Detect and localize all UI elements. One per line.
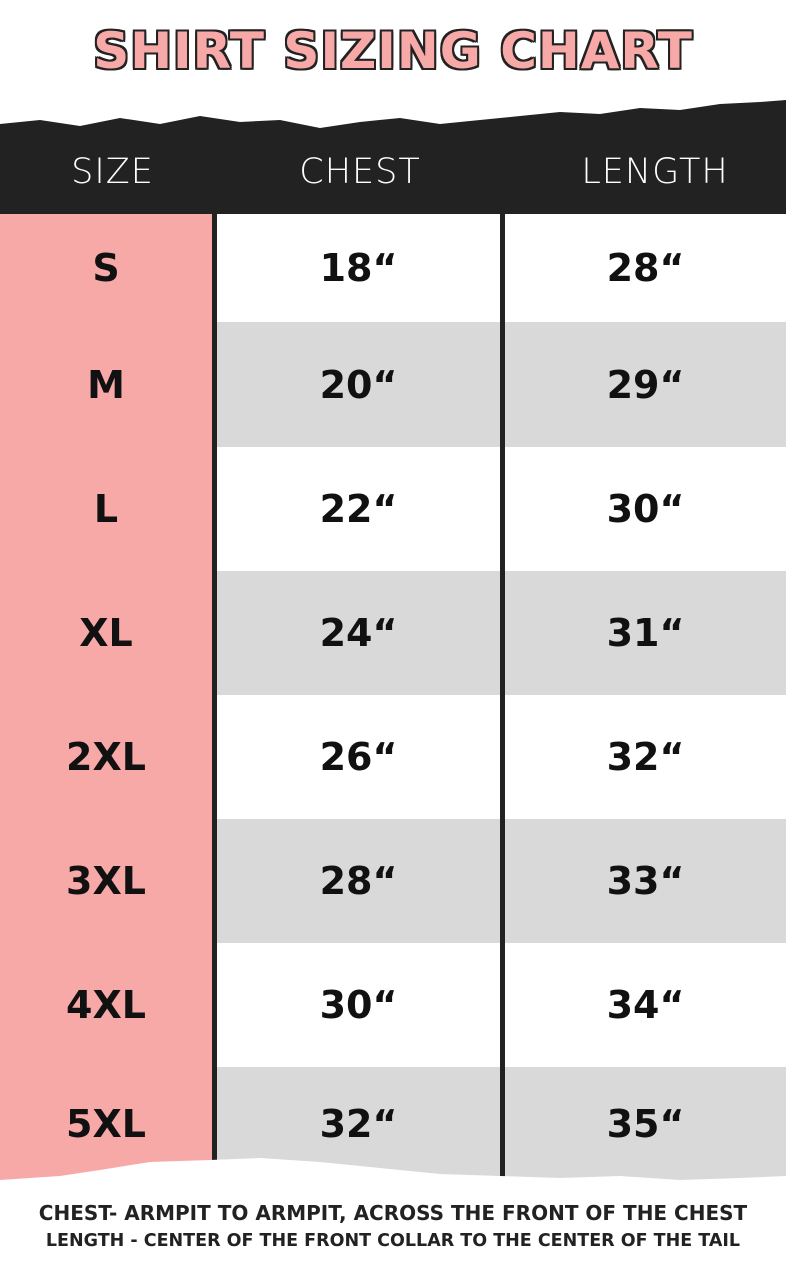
table-row: 3XL 28“ 33“ bbox=[0, 819, 786, 943]
cell-length: 28“ bbox=[606, 246, 685, 290]
note-chest: CHEST- ARMPIT TO ARMPIT, ACROSS THE FRON… bbox=[38, 1201, 748, 1225]
column-divider bbox=[212, 214, 217, 1174]
table-row: 4XL 30“ 34“ bbox=[0, 943, 786, 1067]
table-header-band bbox=[0, 98, 786, 216]
cell-chest: 32“ bbox=[319, 1101, 398, 1146]
cell-chest: 22“ bbox=[319, 487, 398, 531]
cell-size: M bbox=[87, 362, 125, 407]
cell-chest: 26“ bbox=[319, 735, 398, 779]
measurement-notes: CHEST- ARMPIT TO ARMPIT, ACROSS THE FRON… bbox=[0, 1198, 786, 1254]
cell-length: 33“ bbox=[606, 859, 685, 903]
cell-length: 29“ bbox=[606, 362, 685, 407]
cell-chest: 20“ bbox=[319, 362, 398, 407]
cell-size: 4XL bbox=[66, 983, 146, 1027]
cell-length: 31“ bbox=[606, 611, 685, 655]
note-length: LENGTH - CENTER OF THE FRONT COLLAR TO T… bbox=[45, 1231, 741, 1251]
cell-chest: 30“ bbox=[319, 983, 398, 1027]
cell-size: L bbox=[93, 487, 119, 531]
cell-size: XL bbox=[79, 611, 133, 655]
cell-length: 35“ bbox=[606, 1101, 685, 1146]
cell-length: 34“ bbox=[606, 983, 685, 1027]
cell-chest: 18“ bbox=[319, 246, 398, 290]
table-row: L 22“ 30“ bbox=[0, 447, 786, 571]
cell-chest: 24“ bbox=[319, 611, 398, 655]
cell-size: S bbox=[92, 246, 120, 290]
torn-edge-footer bbox=[0, 1158, 786, 1190]
table-row: 2XL 26“ 32“ bbox=[0, 695, 786, 819]
cell-size: 5XL bbox=[66, 1101, 146, 1146]
size-column bbox=[0, 214, 212, 1180]
torn-edge-header bbox=[0, 100, 786, 216]
header-size: SIZE bbox=[71, 152, 154, 192]
page-title: SHIRT SIZING CHART bbox=[93, 22, 693, 80]
column-divider bbox=[500, 214, 505, 1178]
cell-size: 3XL bbox=[66, 859, 146, 903]
table-row: M 20“ 29“ bbox=[0, 322, 786, 447]
table-row: XL 24“ 31“ bbox=[0, 571, 786, 695]
header-chest: CHEST bbox=[299, 152, 421, 192]
cell-size: 2XL bbox=[66, 735, 146, 779]
header-length: LENGTH bbox=[581, 152, 729, 192]
table-row: S 18“ 28“ bbox=[0, 214, 786, 322]
cell-length: 32“ bbox=[606, 735, 685, 779]
cell-chest: 28“ bbox=[319, 859, 398, 903]
cell-length: 30“ bbox=[606, 487, 685, 531]
